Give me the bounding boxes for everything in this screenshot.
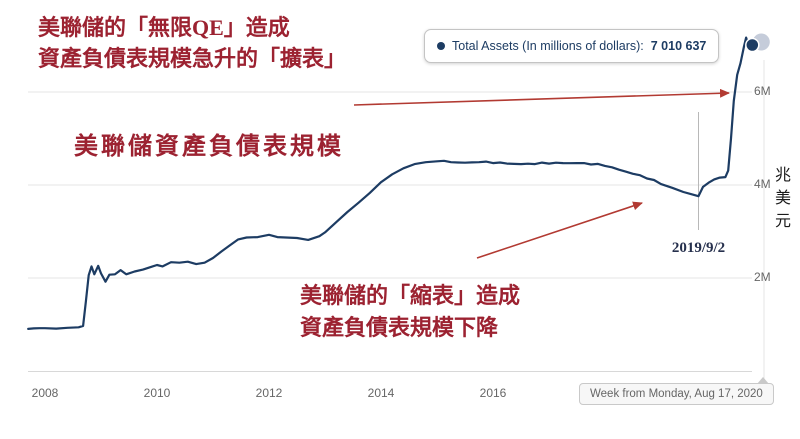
qe-annotation: 美聯儲的「無限QE」造成 資產負債表規模急升的「擴表」 <box>38 12 346 74</box>
series-point-icon <box>437 42 445 50</box>
chart-title: 美聯儲資產負債表規模 <box>74 134 344 160</box>
total-assets-line[interactable] <box>27 36 754 330</box>
x-axis-label-2014: 2014 <box>367 386 395 400</box>
qe-annotation-line1: 美聯儲的「無限QE」造成 <box>38 15 290 40</box>
taper-annotation: 美聯儲的「縮表」造成 資產負債表規模下降 <box>300 280 520 344</box>
x-axis-label-2016: 2016 <box>479 386 507 400</box>
y-axis-label-2m: 2M <box>754 270 771 284</box>
tooltip-value: 7 010 637 <box>650 39 707 53</box>
x-axis-label-2012: 2012 <box>255 386 283 400</box>
taper-arrow <box>476 201 643 259</box>
date-tooltip-pointer-icon <box>757 377 769 384</box>
qe-annotation-line2: 資產負債表規模急升的「擴表」 <box>38 46 347 71</box>
marker-date-label: 2019/9/2 <box>671 240 726 256</box>
y-axis-label-6m: 6M <box>754 84 771 98</box>
x-axis-line <box>28 371 752 372</box>
endpoint-dot[interactable] <box>745 37 760 53</box>
x-axis-label-2010: 2010 <box>143 386 171 400</box>
y-axis-label-4m: 4M <box>754 177 771 191</box>
total-assets-tooltip: Total Assets (In millions of dollars): 7… <box>424 29 720 63</box>
y-axis-unit-label: 兆美元 <box>772 166 789 235</box>
tooltip-label: Total Assets (In millions of dollars): <box>452 39 644 53</box>
x-axis-label-2008: 2008 <box>31 386 59 400</box>
qe-expansion-arrow <box>353 88 730 106</box>
date-tooltip: Week from Monday, Aug 17, 2020 <box>579 383 774 405</box>
gridlines <box>28 91 752 279</box>
taper-annotation-line2: 資產負債表規模下降 <box>300 315 499 340</box>
taper-annotation-line1: 美聯儲的「縮表」造成 <box>300 283 521 308</box>
